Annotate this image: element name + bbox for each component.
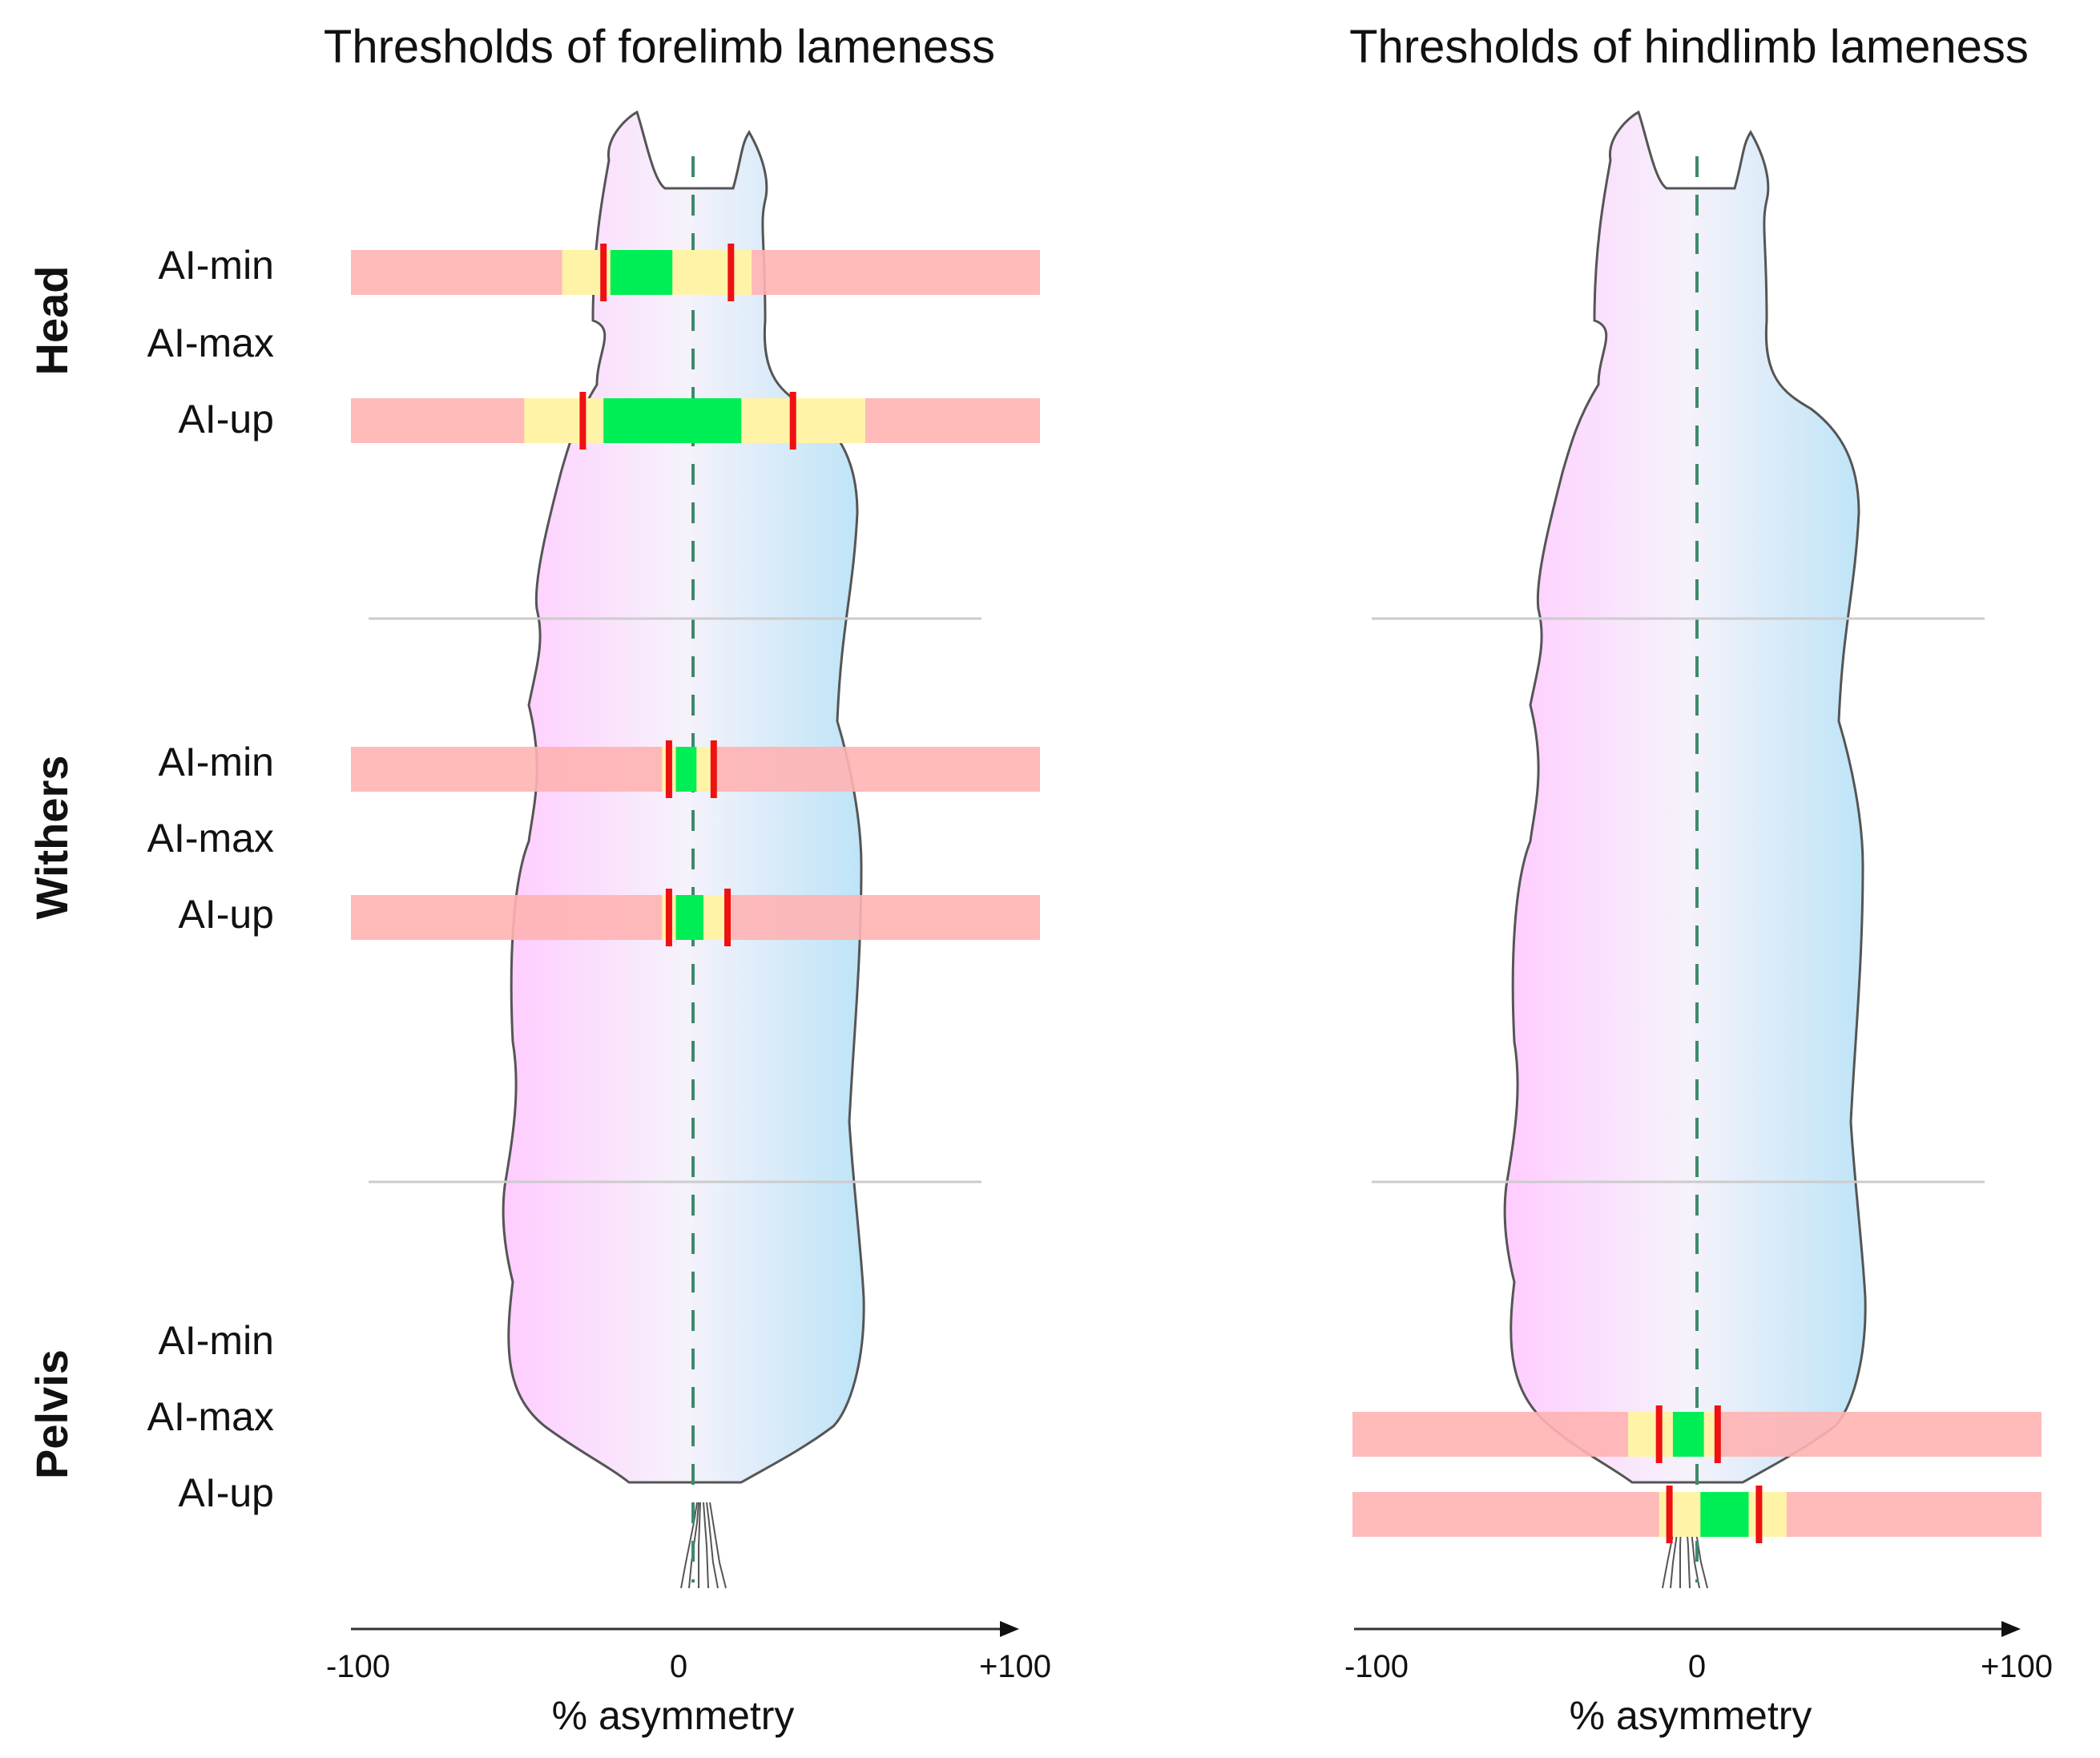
section-labels: Head Withers Pelvis (26, 266, 77, 1479)
alpaca-silhouette-icon (502, 110, 865, 1589)
threshold-marker (789, 392, 796, 450)
normal-range-bar (1700, 1492, 1749, 1537)
x-tick-label: 0 (670, 1649, 687, 1684)
threshold-marker (665, 740, 672, 798)
normal-range-bar (675, 747, 697, 792)
x-axis: -100 0 +100 % asymmetry (1344, 1621, 2053, 1738)
x-tick-label: -100 (1344, 1649, 1409, 1684)
threshold-bars (1352, 1405, 2042, 1543)
row-labels: AI-min AI-max AI-up AI-min AI-max AI-up … (147, 243, 274, 1515)
threshold-marker (1666, 1486, 1673, 1543)
row-label-ai-max: AI-max (147, 1394, 274, 1439)
section-label-head: Head (26, 266, 77, 376)
normal-range-bar (603, 398, 742, 443)
section-label-withers: Withers (26, 756, 77, 920)
threshold-marker (1755, 1486, 1763, 1543)
threshold-marker (1655, 1405, 1663, 1463)
row-label-ai-min: AI-min (159, 740, 274, 784)
normal-range-bar (675, 895, 703, 940)
threshold-marker (579, 392, 586, 450)
row-label-ai-max: AI-max (147, 816, 274, 861)
row-label-ai-max: AI-max (147, 321, 274, 365)
chart-title: Thresholds of hindlimb lameness (1349, 21, 2029, 73)
row-label-ai-up: AI-up (178, 397, 274, 442)
x-axis-title: % asymmetry (1570, 1693, 1812, 1738)
normal-range-bar (610, 250, 673, 295)
threshold-marker (710, 740, 717, 798)
x-tick-label: +100 (979, 1649, 1051, 1684)
hindlimb-panel: Thresholds of hindlimb lameness -100 0 +… (1344, 21, 2053, 1738)
threshold-marker (665, 889, 672, 946)
normal-range-bar (1672, 1412, 1704, 1457)
alpaca-silhouette-icon (1503, 110, 1867, 1589)
row-label-ai-up: AI-up (178, 892, 274, 937)
threshold-marker (728, 244, 735, 301)
x-tick-label: -100 (326, 1649, 390, 1684)
threshold-marker (724, 889, 731, 946)
threshold-bars (351, 244, 1040, 946)
threshold-marker (1714, 1405, 1721, 1463)
axis-arrow-icon (1000, 1621, 1019, 1637)
x-tick-label: +100 (1981, 1649, 2053, 1684)
forelimb-panel: Thresholds of forelimb lameness Head Wit… (26, 21, 1051, 1738)
x-tick-label: 0 (1688, 1649, 1706, 1684)
row-label-ai-min: AI-min (159, 243, 274, 288)
threshold-marker (600, 244, 607, 301)
row-label-ai-up: AI-up (178, 1470, 274, 1515)
row-label-ai-min: AI-min (159, 1318, 274, 1363)
section-label-pelvis: Pelvis (26, 1349, 77, 1479)
x-axis: -100 0 +100 % asymmetry (326, 1621, 1051, 1738)
x-axis-title: % asymmetry (552, 1693, 795, 1738)
chart-title: Thresholds of forelimb lameness (324, 21, 995, 73)
axis-arrow-icon (2001, 1621, 2021, 1637)
